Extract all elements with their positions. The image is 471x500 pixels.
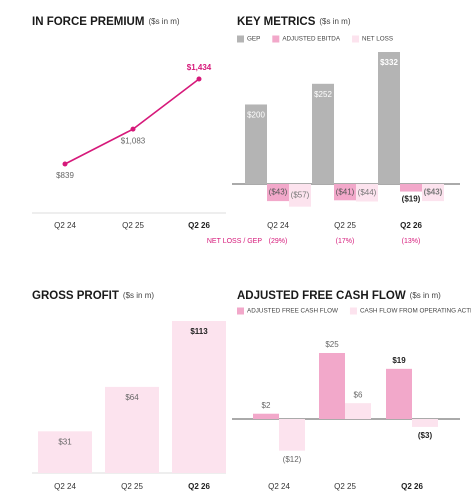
legend-swatch (272, 35, 280, 43)
bar (386, 368, 412, 419)
bar (345, 403, 371, 419)
data-label: $64 (125, 393, 139, 402)
data-label: $332 (380, 58, 398, 67)
chart-title: IN FORCE PREMIUM ($s in m) (32, 16, 180, 28)
legend-swatch (349, 307, 357, 315)
title-text: ADJUSTED FREE CASH FLOW (237, 290, 406, 302)
x-tick-label: Q2 25 (334, 482, 356, 491)
x-tick-label: Q2 24 (54, 221, 76, 230)
data-label: ($44) (358, 188, 377, 197)
x-tick-label: Q2 26 (401, 482, 423, 491)
legend-label: GEP (247, 36, 260, 43)
line (64, 78, 200, 165)
ratio-value: (17%) (336, 238, 355, 245)
data-label: $113 (190, 327, 208, 336)
title-text: KEY METRICS (237, 16, 316, 28)
data-label: ($41) (336, 187, 355, 196)
data-label: $25 (325, 340, 339, 349)
x-tick-label: Q2 25 (122, 221, 144, 230)
data-label: ($19) (402, 195, 421, 204)
bar (319, 353, 345, 419)
bar (378, 52, 400, 184)
legend-label: ADJUSTED EBITDA (282, 36, 341, 43)
x-tick-label: Q2 24 (267, 221, 289, 230)
x-tick-label: Q2 25 (121, 482, 143, 491)
bar (422, 184, 444, 202)
data-label: $839 (56, 171, 74, 180)
bar (412, 419, 438, 427)
data-label: $1,434 (187, 63, 212, 72)
x-tick-label: Q2 26 (188, 221, 210, 230)
legend-swatch (237, 307, 244, 315)
x-tick-label: Q2 24 (54, 482, 76, 491)
point (62, 161, 68, 167)
legend-label: ADJUSTED FREE CASH FLOW (247, 308, 338, 315)
legend-label: CASH FLOW FROM OPERATING ACTIVITIES (360, 308, 471, 315)
legend-label: NET LOSS (362, 36, 393, 43)
subtitle: ($s in m) (148, 17, 179, 26)
bar (356, 184, 378, 202)
data-label: $19 (392, 356, 406, 365)
ratio-label: NET LOSS / GEP (207, 238, 262, 245)
subtitle: ($s in m) (319, 17, 350, 26)
point (196, 76, 202, 82)
legend-swatch (352, 35, 360, 43)
chart-title: ADJUSTED FREE CASH FLOW ($s in m) (237, 290, 441, 302)
subtitle: ($s in m) (410, 291, 441, 300)
data-label: $2 (262, 401, 271, 410)
title-text: IN FORCE PREMIUM (32, 16, 144, 28)
bar (38, 431, 92, 473)
data-label: $200 (247, 111, 265, 120)
chart-title: GROSS PROFIT ($s in m) (32, 290, 154, 302)
bar (105, 386, 159, 473)
data-label: $6 (354, 390, 363, 399)
data-label: ($57) (291, 190, 310, 199)
x-tick-label: Q2 26 (188, 482, 210, 491)
data-label: $252 (314, 90, 332, 99)
bar (289, 184, 311, 207)
legend-swatch (237, 35, 244, 43)
ratio-value: (29%) (269, 238, 288, 245)
bar (400, 184, 422, 192)
bar (172, 321, 226, 473)
x-tick-label: Q2 25 (334, 221, 356, 230)
point (130, 126, 136, 132)
bar (334, 184, 356, 201)
subtitle: ($s in m) (123, 291, 154, 300)
data-label: ($43) (424, 188, 443, 197)
data-label: ($43) (269, 188, 288, 197)
data-label: ($12) (283, 455, 302, 464)
title-text: GROSS PROFIT (32, 290, 119, 302)
bar (245, 104, 267, 184)
data-label: $31 (58, 437, 72, 446)
ratio-value: (13%) (402, 238, 421, 245)
bar (267, 184, 289, 202)
bar (253, 413, 279, 419)
bar (312, 83, 334, 184)
chart-title: KEY METRICS ($s in m) (237, 16, 351, 28)
x-tick-label: Q2 24 (268, 482, 290, 491)
data-label: ($3) (418, 431, 433, 440)
x-tick-label: Q2 26 (400, 221, 422, 230)
bar (279, 419, 305, 451)
data-label: $1,083 (121, 136, 146, 145)
